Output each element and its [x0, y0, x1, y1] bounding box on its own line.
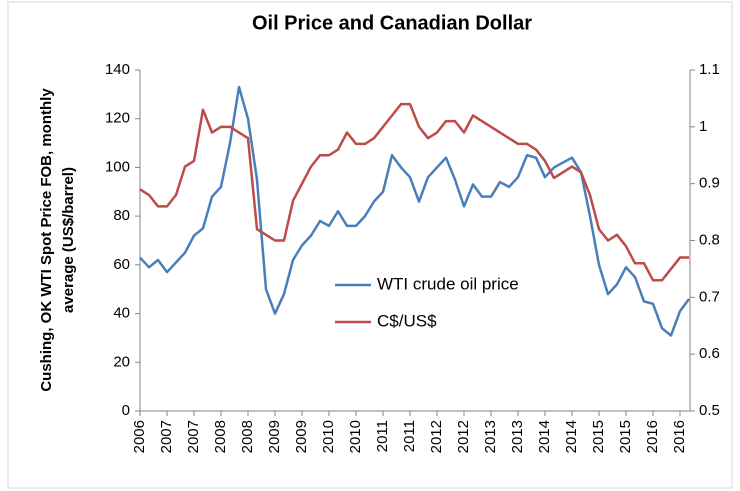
- x-tick-label: 2007: [158, 420, 175, 453]
- chart-title: Oil Price and Canadian Dollar: [252, 12, 532, 34]
- y-tick-label: 120: [105, 110, 130, 127]
- legend-label: C$/US$: [377, 311, 437, 330]
- x-tick-label: 2016: [671, 420, 688, 453]
- y-axis-label: Cushing, OK WTI Spot Price FOB, monthly: [38, 88, 55, 392]
- x-tick-label: 2008: [212, 420, 229, 453]
- y-tick-label: 60: [113, 256, 130, 273]
- series-line: [139, 102, 689, 282]
- y-tick-label: 140: [105, 61, 130, 78]
- x-tick-label: 2015: [617, 420, 634, 453]
- y2-tick-label: 0.8: [699, 231, 720, 248]
- x-tick-label: 2011: [374, 420, 391, 452]
- x-tick-label: 2013: [482, 420, 499, 453]
- x-tick-label: 2012: [455, 420, 472, 453]
- x-tick-label: 2016: [644, 420, 661, 453]
- y-tick-label: 40: [113, 305, 130, 322]
- x-tick-label: 2012: [428, 420, 445, 453]
- x-tick-label: 2015: [590, 420, 607, 453]
- x-tick-label: 2009: [266, 420, 283, 453]
- series-line: [139, 85, 691, 337]
- x-tick-label: 2009: [293, 420, 310, 453]
- x-tick-label: 2006: [131, 420, 148, 453]
- y-tick-label: 80: [113, 207, 130, 224]
- y-tick-label: 20: [113, 353, 130, 370]
- x-tick-label: 2008: [239, 420, 256, 453]
- y-tick-label: 0: [122, 402, 130, 419]
- x-tick-label: 2011: [401, 420, 418, 452]
- x-tick-label: 2007: [185, 420, 202, 453]
- y2-tick-label: 0.5: [699, 402, 720, 419]
- y2-tick-label: 0.7: [699, 288, 720, 305]
- x-tick-label: 2013: [509, 420, 526, 453]
- y2-tick-label: 0.9: [699, 175, 720, 192]
- legend-label: WTI crude oil price: [377, 274, 519, 293]
- y-axis-label: average (US$/barrel): [60, 167, 77, 313]
- x-tick-label: 2014: [563, 420, 580, 453]
- x-tick-label: 2010: [320, 420, 337, 453]
- x-tick-label: 2014: [536, 420, 553, 453]
- chart-frame: [7, 1, 733, 489]
- y-tick-label: 100: [105, 158, 130, 175]
- x-tick-label: 2010: [347, 420, 364, 453]
- y2-tick-label: 0.6: [699, 345, 720, 362]
- y2-tick-label: 1.1: [699, 61, 720, 78]
- y2-tick-label: 1: [699, 118, 707, 135]
